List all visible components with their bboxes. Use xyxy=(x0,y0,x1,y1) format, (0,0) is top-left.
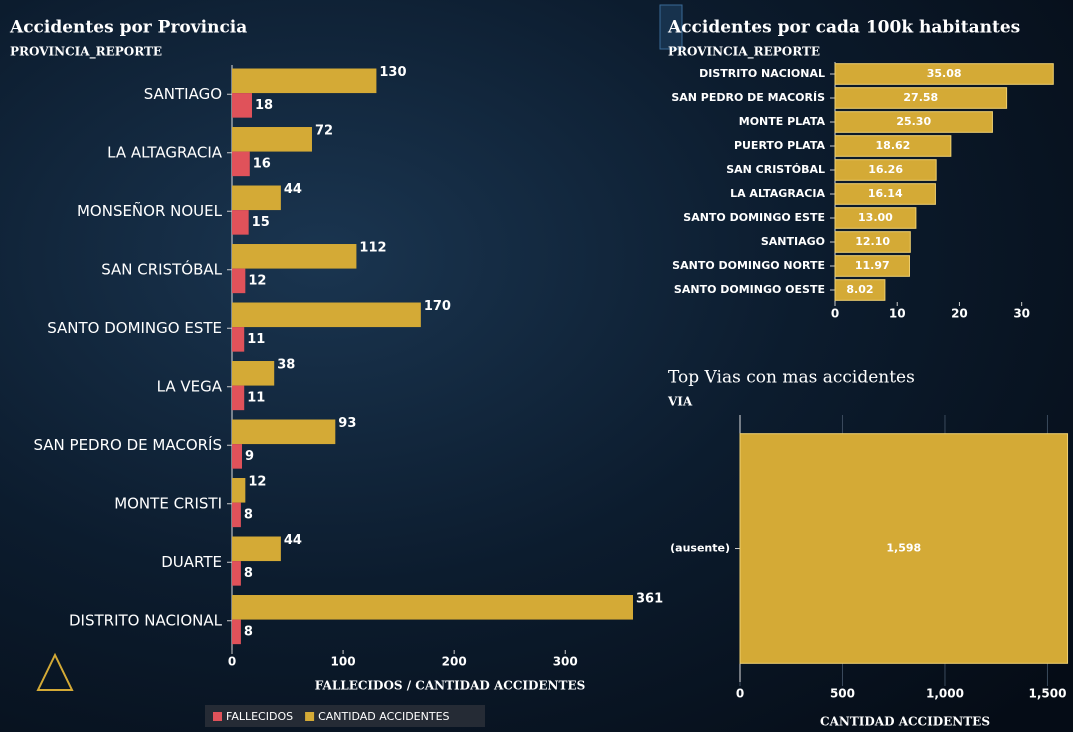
x-tick-label: 20 xyxy=(951,307,968,321)
bar xyxy=(232,420,335,445)
data-label: 27.58 xyxy=(903,91,938,104)
dashboard: Accidentes por Provincia PROVINCIA_REPORT… xyxy=(0,0,1073,732)
data-label: 16.14 xyxy=(868,187,903,200)
bar xyxy=(232,69,376,94)
bar xyxy=(232,595,633,620)
bar xyxy=(232,244,356,269)
data-label: 12.10 xyxy=(855,235,890,248)
y-tick-label: SANTO DOMINGO NORTE xyxy=(672,259,825,272)
x-tick-label: 0 xyxy=(228,655,236,669)
y-tick-label: MONTE CRISTI xyxy=(114,494,222,512)
chart-title: Top Vias con mas accidentes xyxy=(668,368,915,388)
data-label: 361 xyxy=(636,592,663,607)
bar xyxy=(232,361,274,386)
x-tick-label: 10 xyxy=(889,307,906,321)
bar xyxy=(232,620,241,645)
y-tick-label: DISTRITO NACIONAL xyxy=(69,611,223,629)
bar xyxy=(232,537,281,562)
legend-swatch xyxy=(305,712,314,721)
x-tick-label: 100 xyxy=(331,655,356,669)
data-label: 15 xyxy=(252,215,270,230)
y-tick-label: MONSEÑOR NOUEL xyxy=(77,201,223,220)
data-label: 16.26 xyxy=(868,163,903,176)
data-label: 8 xyxy=(244,624,253,639)
x-axis-title: FALLECIDOS / CANTIDAD ACCIDENTES xyxy=(315,679,586,693)
bar xyxy=(232,186,281,211)
y-tick-label: LA ALTAGRACIA xyxy=(730,187,825,200)
bar xyxy=(232,152,250,177)
data-label: 12 xyxy=(248,475,266,490)
y-tick-label: DISTRITO NACIONAL xyxy=(699,67,825,80)
data-label: 44 xyxy=(284,182,302,197)
y-tick-label: LA ALTAGRACIA xyxy=(107,143,223,161)
data-label: 1,598 xyxy=(886,542,921,555)
legend-label: FALLECIDOS xyxy=(226,710,293,723)
bar xyxy=(232,93,252,118)
y-tick-label: SAN PEDRO DE MACORÍS xyxy=(671,91,825,104)
x-tick-label: 200 xyxy=(442,655,467,669)
y-tick-label: SAN PEDRO DE MACORÍS xyxy=(33,435,222,454)
y-axis-title: PROVINCIA_REPORTE xyxy=(10,45,162,60)
y-tick-label: (ausente) xyxy=(670,542,730,555)
data-label: 93 xyxy=(338,416,356,431)
data-label: 11.97 xyxy=(855,259,890,272)
data-label: 11 xyxy=(247,332,265,347)
x-tick-label: 30 xyxy=(1013,307,1030,321)
data-label: 112 xyxy=(359,241,386,256)
data-label: 16 xyxy=(253,156,271,171)
chart-title: Accidentes por Provincia xyxy=(9,18,247,38)
chart-title: Accidentes por cada 100k habitantes xyxy=(667,18,1020,38)
data-label: 170 xyxy=(424,299,451,314)
data-label: 8 xyxy=(244,566,253,581)
data-label: 9 xyxy=(245,449,254,464)
data-label: 8.02 xyxy=(846,283,873,296)
bar xyxy=(232,303,421,328)
data-label: 13.00 xyxy=(858,211,893,224)
x-tick-label: 1,000 xyxy=(926,687,964,701)
x-axis-title: CANTIDAD ACCIDENTES xyxy=(820,715,990,729)
y-tick-label: PUERTO PLATA xyxy=(734,139,826,152)
y-tick-label: LA VEGA xyxy=(157,377,223,395)
data-label: 44 xyxy=(284,533,302,548)
page: Accidentes por Provincia PROVINCIA_REPORT… xyxy=(0,0,1073,732)
bar xyxy=(232,478,245,503)
y-tick-label: SANTO DOMINGO OESTE xyxy=(674,283,825,296)
bar xyxy=(232,127,312,152)
x-tick-label: 500 xyxy=(830,687,855,701)
y-tick-label: SAN CRISTÓBAL xyxy=(726,163,825,176)
data-label: 25.30 xyxy=(896,115,931,128)
bar xyxy=(232,561,241,586)
bar xyxy=(232,444,242,469)
data-label: 11 xyxy=(247,390,265,405)
data-label: 130 xyxy=(379,65,406,80)
bar xyxy=(232,327,244,352)
y-tick-label: SANTO DOMINGO ESTE xyxy=(47,319,222,337)
y-tick-label: SANTO DOMINGO ESTE xyxy=(683,211,825,224)
data-label: 38 xyxy=(277,358,295,373)
data-label: 8 xyxy=(244,507,253,522)
y-tick-label: MONTE PLATA xyxy=(739,115,826,128)
bar xyxy=(232,386,244,411)
y-axis-title: PROVINCIA_REPORTE xyxy=(668,45,820,60)
legend-swatch xyxy=(213,712,222,721)
x-tick-label: 0 xyxy=(736,687,744,701)
y-tick-label: SAN CRISTÓBAL xyxy=(101,259,222,278)
y-tick-label: SANTIAGO xyxy=(761,235,825,248)
x-tick-label: 300 xyxy=(553,655,578,669)
data-label: 35.08 xyxy=(927,67,962,80)
y-tick-label: DUARTE xyxy=(161,553,222,571)
data-label: 18.62 xyxy=(876,139,911,152)
data-label: 72 xyxy=(315,124,333,139)
x-tick-label: 1,500 xyxy=(1028,687,1066,701)
y-tick-label: SANTIAGO xyxy=(144,85,222,103)
bar xyxy=(232,503,241,528)
bar xyxy=(232,210,249,235)
data-label: 12 xyxy=(248,273,266,288)
y-axis-title: VIA xyxy=(667,395,693,409)
x-tick-label: 0 xyxy=(831,307,839,321)
legend-label: CANTIDAD ACCIDENTES xyxy=(318,710,449,723)
bar xyxy=(232,269,245,294)
data-label: 18 xyxy=(255,98,273,113)
